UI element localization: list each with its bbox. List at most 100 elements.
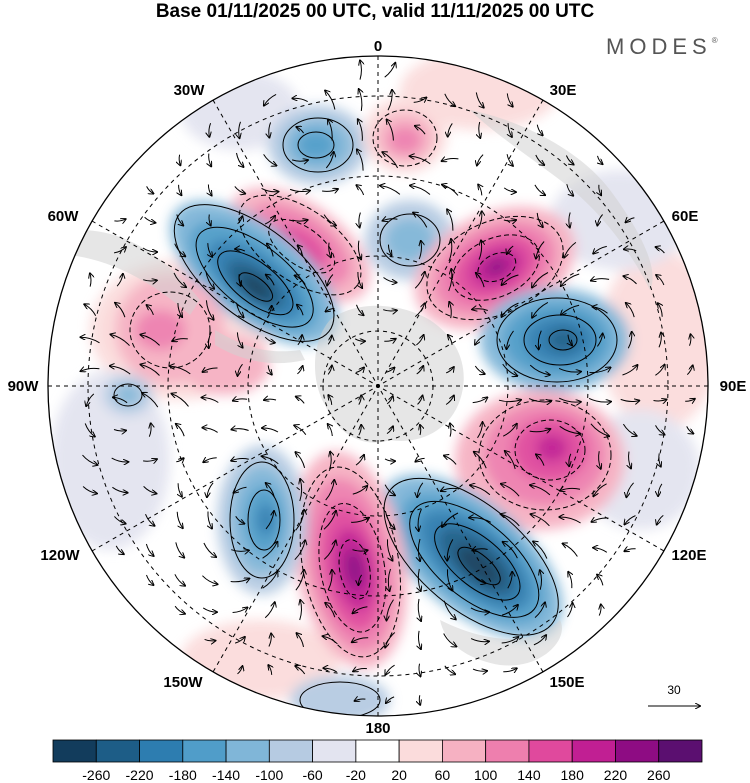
wind-arrow: [357, 149, 364, 171]
wind-arrow: [205, 271, 214, 289]
colorbar-swatch: [182, 739, 227, 763]
wind-arrow: [386, 696, 395, 703]
wind-arrow: [567, 603, 573, 618]
wind-arrow: [355, 455, 364, 466]
wind-arrow: [626, 482, 634, 497]
wind-arrow: [384, 339, 395, 341]
wind-arrow: [529, 429, 551, 432]
wind-arrow: [593, 245, 607, 253]
wind-arrow: [589, 368, 611, 374]
wind-arrow: [597, 334, 602, 347]
wind-arrow: [446, 367, 454, 374]
wind-arrow: [690, 334, 691, 346]
wind-arrow: [172, 394, 189, 407]
wind-arrow: [297, 335, 302, 346]
lon-label-60w: 60W: [48, 208, 80, 225]
wind-arrow: [386, 426, 393, 435]
wind-arrow: [111, 457, 129, 462]
colorbar-swatch: [225, 739, 270, 763]
wind-arrow: [237, 216, 243, 225]
wind-arrow: [599, 451, 601, 469]
wind-arrow: [558, 397, 581, 402]
colorbar-label: -20: [346, 767, 366, 783]
wind-arrow: [534, 184, 545, 195]
wind-arrow: [295, 276, 306, 285]
wind-arrow: [358, 574, 363, 585]
wind-arrow: [115, 303, 126, 318]
wind-arrow: [355, 368, 364, 373]
wind-arrow: [447, 209, 454, 231]
colorbar-swatch: [485, 739, 530, 763]
wind-arrow: [448, 123, 453, 136]
wind-arrow: [417, 482, 424, 497]
wind-arrow: [561, 273, 580, 286]
wind-arrow: [501, 484, 520, 497]
wind-arrow: [231, 459, 249, 461]
wind-arrow: [561, 304, 580, 315]
wind-arrow: [351, 518, 369, 523]
wind-arrow: [267, 244, 274, 257]
wind-arrow: [413, 213, 428, 228]
wind-arrow: [469, 518, 492, 523]
wind-arrow: [590, 423, 609, 436]
wind-vectors: [81, 60, 695, 704]
wind-arrow: [418, 568, 420, 591]
wind-arrow: [264, 216, 275, 225]
wind-arrow: [176, 458, 183, 462]
wind-arrow: [292, 98, 308, 103]
wind-arrow: [559, 517, 581, 524]
wind-arrow: [385, 664, 395, 675]
wind-arrow: [528, 398, 551, 402]
wind-arrow: [300, 600, 302, 621]
wind-arrow: [384, 510, 394, 529]
wind-arrow: [418, 598, 421, 621]
wind-arrow: [269, 634, 271, 647]
wind-arrow: [322, 189, 338, 191]
wind-arrow: [291, 160, 308, 161]
wind-arrow: [532, 272, 549, 288]
wind-arrow: [234, 186, 245, 193]
wind-arrow: [622, 365, 638, 376]
wind-arrow: [448, 239, 452, 262]
wind-arrow: [359, 89, 362, 111]
wind-arrow: [419, 241, 421, 260]
wind-arrow: [386, 539, 392, 560]
wind-arrow: [174, 243, 186, 257]
wind-arrow: [535, 154, 544, 165]
wind-arrow: [413, 98, 427, 103]
wind-arrow: [328, 395, 331, 405]
wind-arrow: [323, 636, 338, 645]
wind-arrow: [507, 572, 512, 589]
wind-arrow: [470, 485, 491, 496]
wind-arrow: [356, 185, 365, 196]
wind-arrow: [323, 668, 337, 673]
wind-arrow: [140, 335, 160, 346]
colorbar-label: 100: [474, 767, 498, 783]
wind-arrow: [383, 277, 397, 283]
colorbar-label: -260: [82, 767, 110, 783]
wind-arrow: [176, 511, 183, 528]
colorbar-swatch: [312, 739, 357, 763]
wind-arrow: [474, 576, 486, 583]
wind-arrow: [625, 515, 636, 525]
wind-arrow: [569, 453, 571, 466]
wind-arrow: [442, 185, 459, 196]
colorbar-swatch: [571, 739, 616, 763]
wind-arrow: [147, 305, 154, 316]
wind-arrow: [236, 152, 244, 167]
wind-arrow: [591, 279, 610, 281]
wind-arrow: [294, 540, 305, 561]
wind-arrow: [534, 602, 545, 618]
wind-arrow: [414, 272, 425, 289]
wind-arrow: [292, 220, 307, 221]
wind-arrow: [84, 423, 95, 436]
wind-arrow: [503, 187, 516, 192]
wind-arrow: [387, 90, 392, 111]
wind-arrow: [266, 275, 275, 286]
wind-arrow: [593, 307, 608, 314]
lon-label-180: 180: [365, 720, 390, 737]
wind-arrow: [239, 274, 241, 286]
wind-arrow: [479, 121, 481, 138]
wind-arrow: [448, 269, 452, 292]
wind-arrow: [658, 483, 663, 496]
